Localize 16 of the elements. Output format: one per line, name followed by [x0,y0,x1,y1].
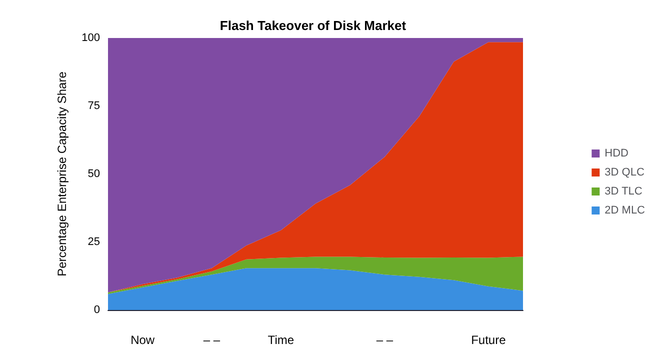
x-tick-label: Future [471,333,506,347]
y-tick-label: 50 [88,168,100,180]
y-tick-label: 25 [88,236,100,248]
x-tick-label: Time [268,333,294,347]
legend-label: 3D TLC [604,186,642,198]
legend-label: 3D QLC [604,166,644,178]
y-tick-label: 100 [82,32,100,44]
chart-title: Flash Takeover of Disk Market [220,18,407,33]
x-tick-label: – – [376,333,394,347]
y-tick-label: 0 [94,304,100,316]
legend-label: HDD [604,148,629,160]
legend-label: 2D MLC [604,204,646,216]
x-tick-label: – – [203,333,220,347]
y-tick-label: 75 [88,100,100,112]
x-tick-label: Now [130,333,155,347]
y-axis-title: Percentage Enterprise Capacity Share [55,71,69,276]
